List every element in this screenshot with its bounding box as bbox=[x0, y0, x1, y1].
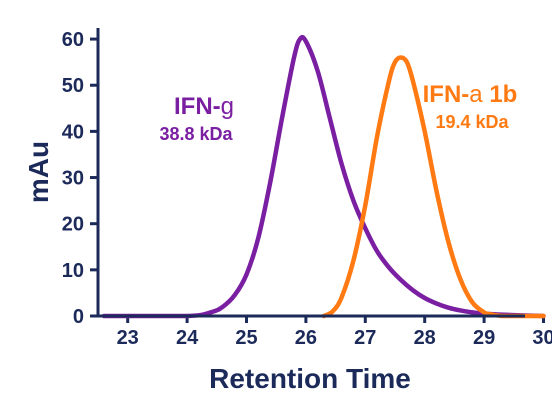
y-tick-label: 50 bbox=[62, 75, 84, 97]
x-tick-label: 29 bbox=[473, 327, 495, 349]
x-axis-title: Retention Time bbox=[209, 363, 411, 394]
x-tick-label: 23 bbox=[117, 327, 139, 349]
series-2-label: IFN-a 1b bbox=[423, 81, 518, 108]
series-1-sublabel: 38.8 kDa bbox=[159, 124, 233, 144]
series-annotations: IFN-g 38.8 kDa IFN-a 1b 19.4 kDa bbox=[159, 81, 517, 144]
y-tick-label: 20 bbox=[62, 214, 84, 236]
x-tick-label: 26 bbox=[295, 327, 317, 349]
axes bbox=[96, 28, 525, 318]
y-tick-label: 0 bbox=[73, 306, 84, 328]
y-tick-label: 30 bbox=[62, 168, 84, 190]
chromatogram-curves bbox=[101, 34, 546, 319]
x-tick-label: 24 bbox=[176, 327, 199, 349]
series-2-line bbox=[321, 55, 546, 319]
y-tick-label: 40 bbox=[62, 121, 84, 143]
y-axis-title: mAu bbox=[23, 141, 54, 203]
x-tick-label: 27 bbox=[354, 327, 376, 349]
y-tick-label: 10 bbox=[62, 260, 84, 282]
x-tick-label: 25 bbox=[235, 327, 257, 349]
x-tick-label: 28 bbox=[414, 327, 436, 349]
tick-labels: 23 24 25 26 27 28 29 30 0 10 20 30 40 50 60 bbox=[62, 29, 552, 349]
series-1-label: IFN-g bbox=[174, 93, 234, 120]
series-1-line bbox=[101, 34, 546, 319]
x-tick-label: 30 bbox=[532, 327, 552, 349]
y-tick-label: 60 bbox=[62, 29, 84, 51]
series-2-sublabel: 19.4 kDa bbox=[435, 112, 509, 132]
